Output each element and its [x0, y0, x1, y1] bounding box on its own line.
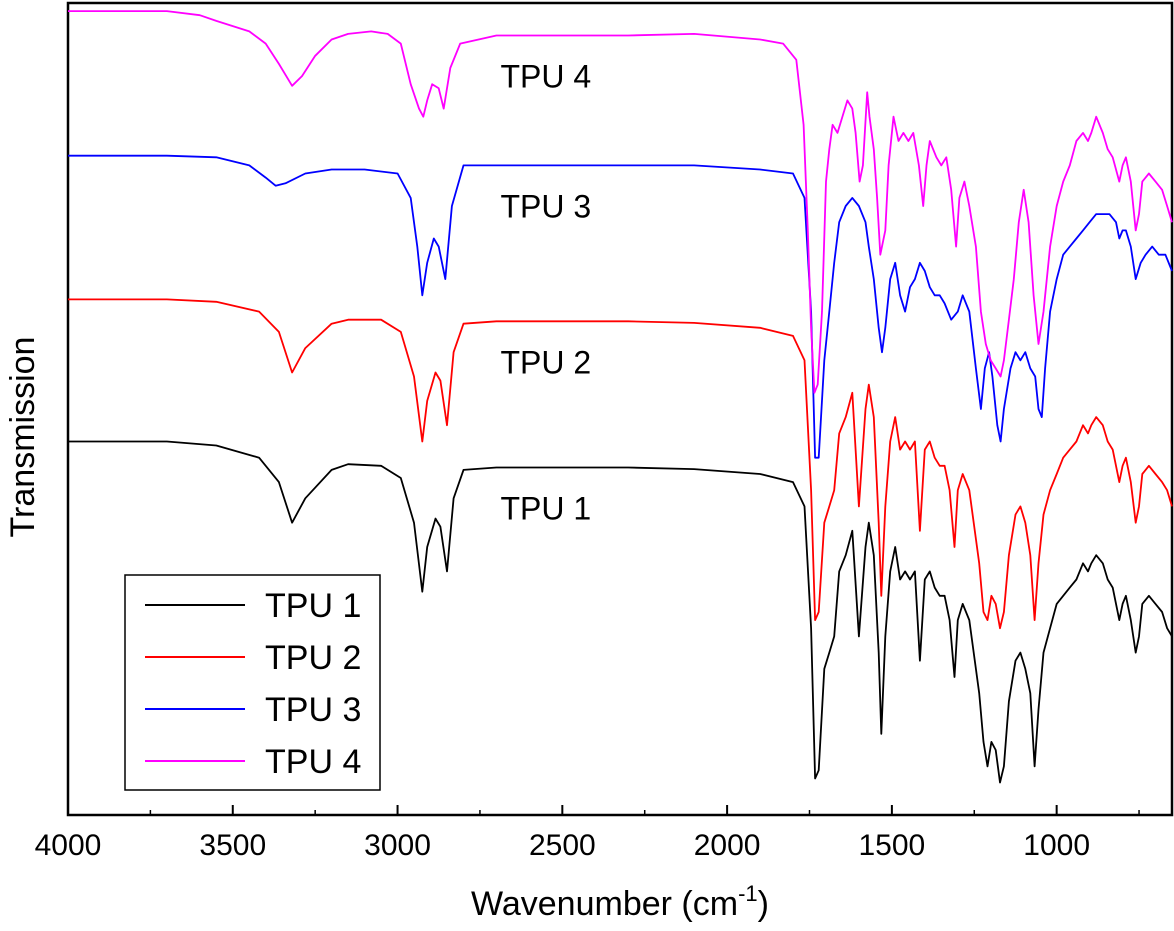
legend-label-tpu-1: TPU 1 [265, 587, 361, 625]
x-tick-label: 3000 [364, 829, 431, 862]
legend-label-tpu-4: TPU 4 [265, 743, 361, 781]
x-tick-label: 1000 [1023, 829, 1090, 862]
legend-box [124, 574, 381, 791]
x-tick-label: 2000 [694, 829, 761, 862]
curve-label-tpu-3: TPU 3 [501, 188, 592, 224]
x-axis-ticks: 4000 3500 3000 2500 2000 1500 1000 [35, 805, 1140, 862]
legend-label-tpu-2: TPU 2 [265, 639, 361, 677]
plot-frame [66, 1, 1174, 817]
legend: TPU 1 TPU 2 TPU 3 TPU 4 [124, 574, 381, 791]
x-axis-label-superscript: -1 [738, 881, 758, 906]
x-axis-label-close: ) [758, 885, 769, 923]
series-line-tpu-2 [68, 298, 1173, 630]
x-tick-label: 3500 [199, 829, 266, 862]
series-group [68, 10, 1173, 784]
curve-label-tpu-4: TPU 4 [501, 58, 592, 94]
legend-label-tpu-3: TPU 3 [265, 691, 361, 729]
curve-labels: TPU 1 TPU 2 TPU 3 TPU 4 [501, 58, 592, 526]
x-tick-label: 2500 [529, 829, 596, 862]
x-tick-label: 1500 [859, 829, 926, 862]
y-axis-label: Transmission [4, 337, 42, 538]
curve-label-tpu-1: TPU 1 [501, 490, 592, 526]
x-axis-label: Wavenumber (cm-1) [471, 881, 769, 923]
curve-label-tpu-2: TPU 2 [501, 344, 592, 380]
series-line-tpu-1 [68, 440, 1173, 784]
series-line-tpu-3 [68, 154, 1173, 459]
x-tick-label: 4000 [35, 829, 102, 862]
series-line-tpu-4 [68, 10, 1173, 394]
